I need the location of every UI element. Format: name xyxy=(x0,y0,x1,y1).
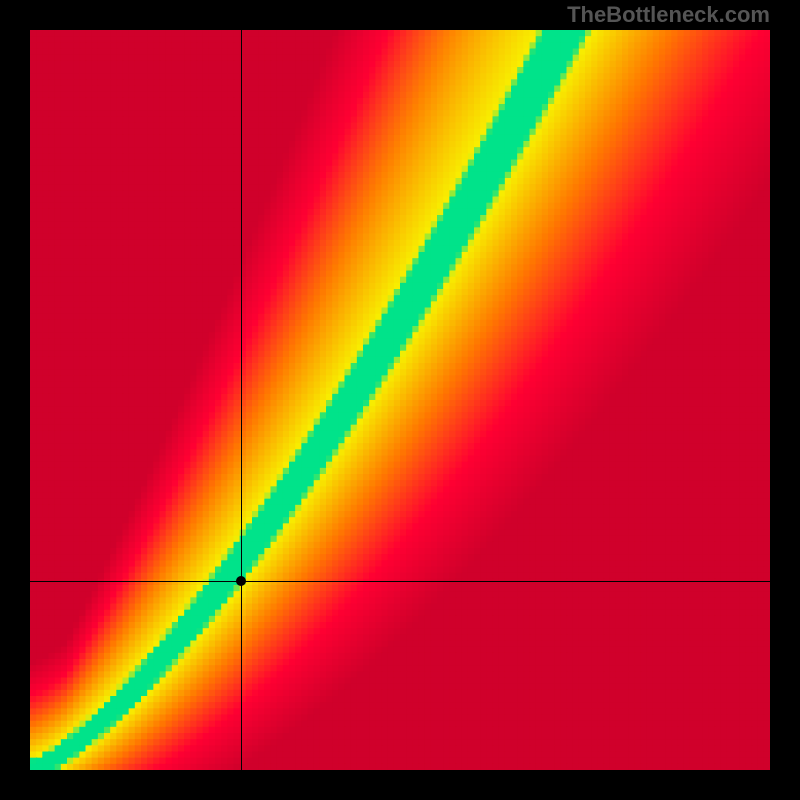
heatmap-canvas xyxy=(30,30,770,770)
crosshair-horizontal xyxy=(30,581,770,582)
watermark-text: TheBottleneck.com xyxy=(567,2,770,28)
page-container: TheBottleneck.com xyxy=(0,0,800,800)
crosshair-marker xyxy=(236,576,246,586)
chart-area xyxy=(30,30,770,770)
crosshair-vertical xyxy=(241,30,242,770)
